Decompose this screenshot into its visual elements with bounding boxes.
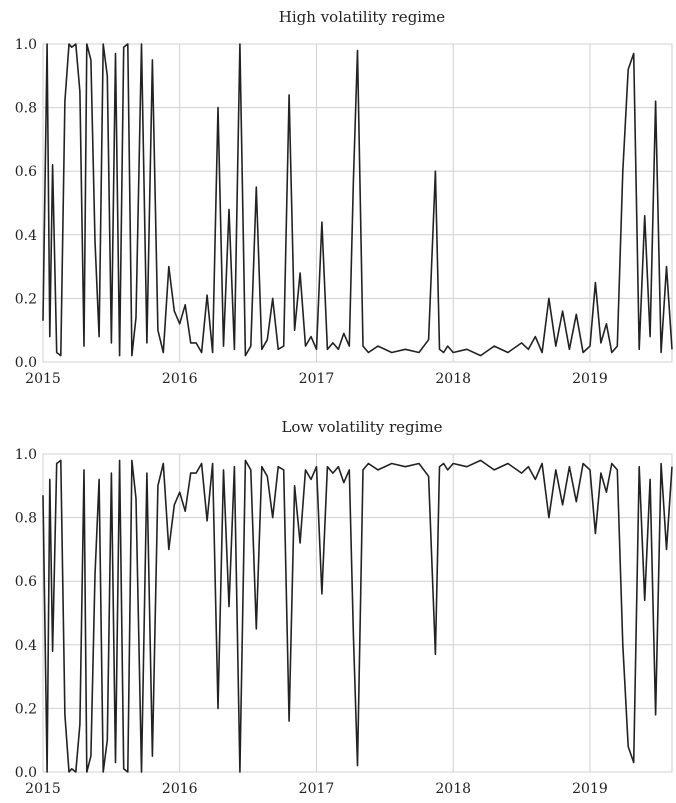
x-tick-label: 2015: [25, 371, 61, 387]
y-tick-label: 0.0: [15, 355, 37, 371]
y-tick-label: 0.8: [15, 101, 37, 117]
y-tick-label: 0.2: [15, 701, 37, 717]
x-tick-label: 2017: [299, 781, 335, 797]
chart-title: Low volatility regime: [281, 418, 442, 436]
y-tick-label: 0.6: [15, 164, 37, 180]
y-tick-label: 0.2: [15, 291, 37, 307]
plot-frame: [42, 453, 673, 773]
x-tick-label: 2018: [435, 371, 471, 387]
series-line: [42, 459, 673, 773]
x-tick-label: 2018: [435, 781, 471, 797]
x-tick-label: 2016: [162, 371, 198, 387]
y-tick-label: 1.0: [15, 37, 37, 53]
chart-high-volatility: High volatility regime 0.0 0.2 0.4 0.6 0.8 1.…: [15, 8, 673, 387]
x-tick-label: 2019: [572, 781, 608, 797]
y-tick-label: 0.4: [15, 228, 37, 244]
y-tick-label: 1.0: [15, 447, 37, 463]
x-tick-label: 2016: [162, 781, 198, 797]
x-tick-label: 2017: [299, 371, 335, 387]
y-tick-label: 0.8: [15, 511, 37, 527]
x-tick-label: 2019: [572, 371, 608, 387]
chart-low-volatility: Low volatility regime 0.0 0.2 0.4 0.6 0.8 1.0…: [15, 418, 673, 797]
chart-title: High volatility regime: [279, 8, 446, 26]
series-line: [42, 43, 673, 357]
y-tick-label: 0.6: [15, 574, 37, 590]
plot-frame: [42, 43, 673, 363]
x-tick-label: 2015: [25, 781, 61, 797]
y-tick-label: 0.0: [15, 765, 37, 781]
y-tick-label: 0.4: [15, 638, 37, 654]
